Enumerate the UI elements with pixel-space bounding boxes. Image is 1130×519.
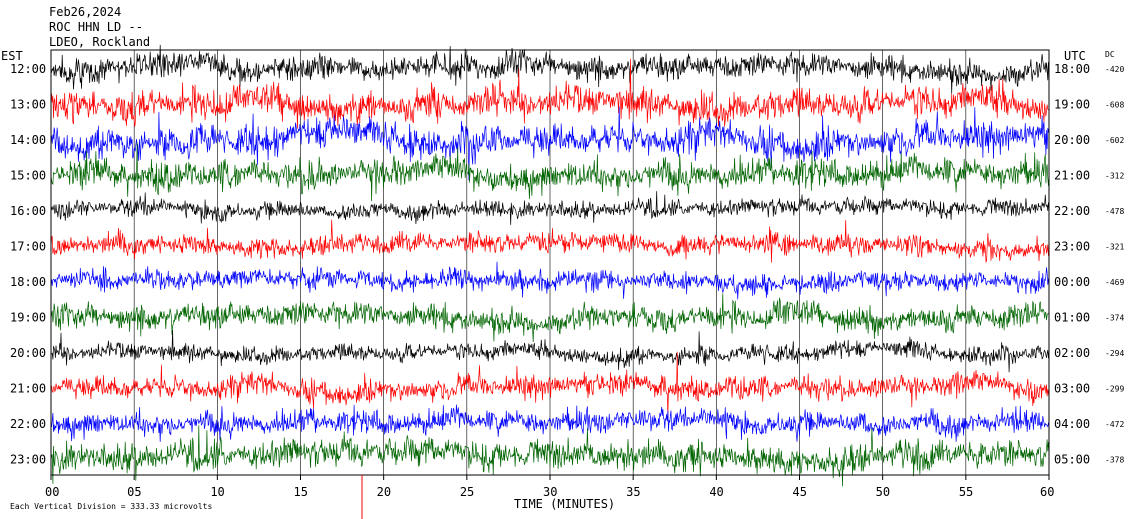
utc-label: 19:00 (1054, 98, 1090, 112)
est-label: 19:00 (10, 311, 46, 325)
dc-value: -299 (1105, 385, 1124, 394)
x-axis-title: TIME (MINUTES) (514, 497, 615, 511)
dc-label: DC (1105, 50, 1115, 59)
dc-value: -378 (1105, 456, 1124, 465)
est-label: 20:00 (10, 346, 46, 360)
dc-value: -472 (1105, 420, 1124, 429)
left-axis-label: EST (1, 49, 23, 63)
header-station: ROC HHN LD -- (49, 20, 143, 34)
dc-offset-labels: -420 -608 -602 -312 -478 -321 -469 -374 -294 -299… (1105, 65, 1124, 465)
header-network: LDEO, Rockland (49, 35, 150, 49)
x-tick-label: 40 (709, 485, 723, 499)
trace-row-18:00 (50, 261, 1050, 300)
x-tick-label: 35 (626, 485, 640, 499)
x-tick-label: 00 (45, 485, 59, 499)
utc-label: 05:00 (1054, 453, 1090, 467)
est-label: 22:00 (10, 417, 46, 431)
utc-label: 03:00 (1054, 382, 1090, 396)
trace-row-22:00 (50, 404, 1050, 442)
x-tick-label: 10 (210, 485, 224, 499)
dc-value: -478 (1105, 207, 1124, 216)
dc-value: -294 (1105, 349, 1124, 358)
x-tick-label: 05 (127, 485, 141, 499)
utc-label: 00:00 (1054, 275, 1090, 289)
trace-row-14:00 (50, 106, 1050, 181)
x-tick-label: 20 (377, 485, 391, 499)
utc-label: 01:00 (1054, 311, 1090, 325)
header-date: Feb26,2024 (49, 5, 121, 19)
trace-row-16:00 (50, 191, 1050, 225)
est-label: 21:00 (10, 382, 46, 396)
x-tick-labels: 00 05 10 15 20 25 30 35 40 45 50 55 60 (45, 485, 1054, 499)
est-label: 13:00 (10, 98, 46, 112)
x-tick-label: 15 (294, 485, 308, 499)
utc-label: 22:00 (1054, 204, 1090, 218)
grid-layer (50, 50, 1050, 480)
est-label: 17:00 (10, 240, 46, 254)
utc-label: 23:00 (1054, 240, 1090, 254)
utc-hour-labels: 18:00 19:00 20:00 21:00 22:00 23:00 00:00 01:00… (1054, 62, 1090, 467)
x-tick-label: 45 (793, 485, 807, 499)
utc-label: 04:00 (1054, 417, 1090, 431)
trace-row-13:00 (50, 58, 1050, 129)
utc-label: 02:00 (1054, 346, 1090, 360)
est-label: 12:00 (10, 62, 46, 76)
utc-label: 21:00 (1054, 169, 1090, 183)
dc-value: -321 (1105, 243, 1124, 252)
dc-value: -312 (1105, 172, 1124, 181)
utc-label: 18:00 (1054, 62, 1090, 76)
utc-label: 20:00 (1054, 133, 1090, 147)
plot-frame (50, 49, 1050, 476)
est-label: 14:00 (10, 133, 46, 147)
trace-row-15:00 (50, 142, 1050, 202)
est-label: 23:00 (10, 453, 46, 467)
est-label: 15:00 (10, 169, 46, 183)
trace-row-17:00 (50, 219, 1050, 263)
dc-value: -374 (1105, 314, 1124, 323)
trace-row-19:00 (50, 293, 1050, 343)
x-tick-label: 50 (876, 485, 890, 499)
dc-value: -469 (1105, 278, 1124, 287)
est-label: 16:00 (10, 204, 46, 218)
x-tick-label: 60 (1040, 485, 1054, 499)
trace-row-21:00 (50, 351, 1050, 417)
est-hour-labels: 12:00 13:00 14:00 15:00 16:00 17:00 18:00 19:00… (10, 62, 46, 467)
trace-layer (50, 44, 1050, 487)
scale-note: Each Vertical Division = 333.33 microvol… (10, 502, 212, 511)
x-tick-label: 55 (959, 485, 973, 499)
x-tick-label: 30 (543, 485, 557, 499)
dc-value: -420 (1105, 65, 1124, 74)
right-axis-label: UTC (1064, 49, 1086, 63)
dc-value: -608 (1105, 101, 1124, 110)
trace-row-12:00 (50, 44, 1050, 94)
trace-row-20:00 (50, 330, 1050, 373)
dc-value: -602 (1105, 136, 1124, 145)
trace-row-23:00 (50, 425, 1050, 487)
x-tick-label: 25 (460, 485, 474, 499)
est-label: 18:00 (10, 275, 46, 289)
